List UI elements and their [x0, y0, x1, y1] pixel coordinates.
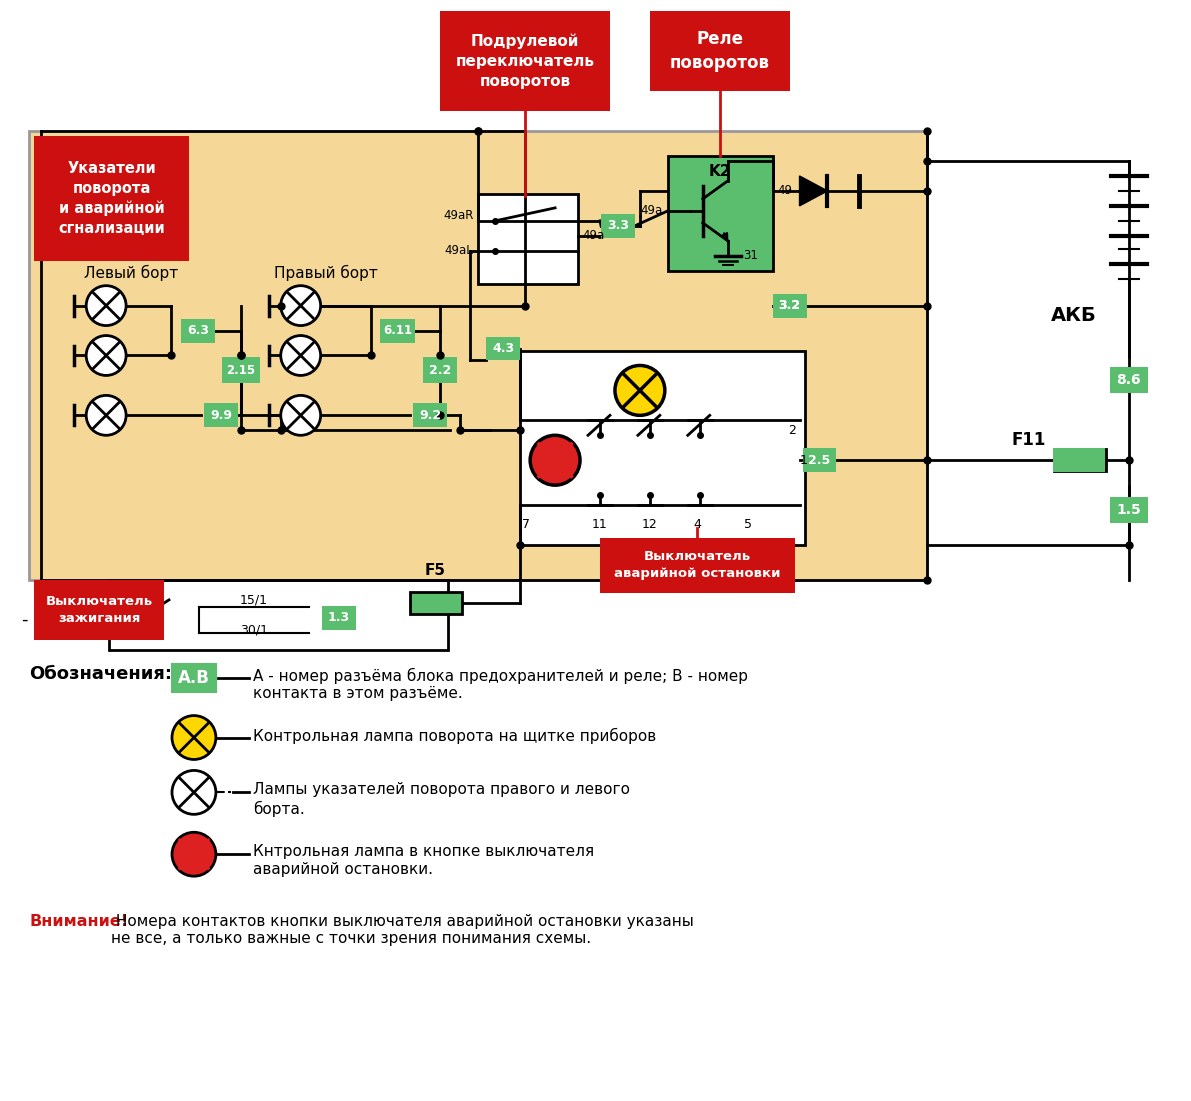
FancyBboxPatch shape [520, 350, 804, 545]
Text: 2: 2 [787, 424, 796, 437]
Text: 1.5: 1.5 [1116, 503, 1141, 517]
Text: 4.3: 4.3 [492, 342, 515, 355]
FancyBboxPatch shape [1053, 448, 1105, 472]
FancyBboxPatch shape [35, 580, 164, 640]
Text: борта.: борта. [252, 800, 305, 817]
FancyBboxPatch shape [773, 294, 806, 317]
FancyBboxPatch shape [30, 131, 928, 580]
Text: Выключатель
аварийной остановки: Выключатель аварийной остановки [615, 550, 780, 580]
Text: А - номер разъёма блока предохранителей и реле; В - номер: А - номер разъёма блока предохранителей … [252, 667, 748, 684]
Text: 7: 7 [522, 519, 530, 531]
Text: Левый борт: Левый борт [83, 264, 179, 281]
FancyBboxPatch shape [110, 580, 448, 650]
Text: аварийной остановки.: аварийной остановки. [252, 862, 432, 877]
Text: АКБ: АКБ [1050, 306, 1097, 325]
Text: 49aR: 49aR [443, 209, 473, 222]
FancyBboxPatch shape [650, 11, 790, 91]
FancyBboxPatch shape [668, 156, 773, 271]
FancyBboxPatch shape [600, 538, 794, 593]
Text: 2.2: 2.2 [429, 364, 451, 377]
FancyBboxPatch shape [773, 294, 806, 317]
Text: 4: 4 [694, 519, 701, 531]
Text: 6.3: 6.3 [187, 324, 208, 337]
Text: Внимание!: Внимание! [30, 914, 129, 929]
Text: 8.6: 8.6 [1116, 373, 1141, 388]
Text: Номера контактов кнопки выключателя аварийной остановки указаны
не все, а только: Номера контактов кнопки выключателя авар… [111, 914, 694, 947]
FancyBboxPatch shape [181, 318, 214, 342]
Circle shape [281, 395, 320, 435]
Text: Правый борт: Правый борт [274, 264, 378, 281]
Text: F11: F11 [1012, 432, 1046, 449]
FancyBboxPatch shape [601, 214, 635, 238]
Text: Подрулевой
переключатель
поворотов: Подрулевой переключатель поворотов [456, 34, 594, 89]
Circle shape [172, 716, 216, 760]
Circle shape [172, 771, 216, 815]
Text: Указатели
поворота
и аварийной
сгнализации: Указатели поворота и аварийной сгнализац… [58, 161, 166, 236]
Text: 2.5: 2.5 [809, 454, 830, 467]
Text: 3.2: 3.2 [779, 299, 800, 312]
FancyBboxPatch shape [1110, 368, 1148, 393]
Text: 1: 1 [799, 454, 807, 467]
Circle shape [86, 336, 126, 375]
Text: Кнтрольная лампа в кнопке выключателя: Кнтрольная лампа в кнопке выключателя [252, 844, 594, 859]
Text: Выключатель
зажигания: Выключатель зажигания [45, 595, 152, 625]
FancyBboxPatch shape [322, 606, 356, 630]
Circle shape [615, 366, 665, 415]
FancyBboxPatch shape [380, 318, 416, 342]
Text: Обозначения:: Обозначения: [30, 665, 173, 683]
Text: K2: K2 [709, 164, 731, 179]
Text: 30/1: 30/1 [239, 624, 268, 636]
Text: 11: 11 [592, 519, 607, 531]
Text: 9.9: 9.9 [210, 408, 232, 422]
Text: 2.15: 2.15 [226, 364, 255, 377]
Text: А.В: А.В [177, 668, 210, 687]
Text: 31: 31 [743, 249, 759, 262]
Text: контакта в этом разъёме.: контакта в этом разъёме. [252, 686, 462, 700]
FancyBboxPatch shape [424, 358, 457, 383]
Text: Лампы указателей поворота правого и левого: Лампы указателей поворота правого и лево… [252, 783, 630, 797]
Text: 9.2: 9.2 [419, 408, 442, 422]
FancyBboxPatch shape [204, 403, 238, 427]
FancyBboxPatch shape [1054, 449, 1105, 471]
Circle shape [86, 395, 126, 435]
Text: 49: 49 [778, 184, 792, 197]
Circle shape [281, 285, 320, 326]
Text: 6.11: 6.11 [382, 324, 412, 337]
FancyBboxPatch shape [172, 663, 217, 693]
FancyBboxPatch shape [1110, 498, 1148, 523]
FancyBboxPatch shape [413, 403, 448, 427]
Text: 49aL: 49aL [444, 244, 473, 258]
FancyBboxPatch shape [411, 592, 462, 614]
FancyBboxPatch shape [35, 137, 189, 261]
Circle shape [530, 435, 580, 486]
Text: -: - [21, 611, 27, 629]
Text: Реле
поворотов: Реле поворотов [669, 31, 769, 72]
Text: 12: 12 [642, 519, 657, 531]
Text: Контрольная лампа поворота на щитке приборов: Контрольная лампа поворота на щитке приб… [252, 728, 656, 743]
Text: 49a: 49a [641, 205, 663, 217]
Circle shape [86, 285, 126, 326]
FancyBboxPatch shape [479, 194, 578, 284]
Text: 5: 5 [743, 519, 752, 531]
Text: 3.2: 3.2 [779, 299, 800, 312]
Text: 49a: 49a [582, 229, 604, 242]
Text: 1.3: 1.3 [328, 611, 350, 624]
FancyBboxPatch shape [222, 358, 260, 383]
Polygon shape [799, 176, 828, 206]
FancyBboxPatch shape [803, 448, 836, 472]
FancyBboxPatch shape [441, 11, 610, 111]
Circle shape [172, 832, 216, 876]
Text: 3.3: 3.3 [607, 219, 629, 232]
Circle shape [281, 336, 320, 375]
Text: 15/1: 15/1 [239, 593, 268, 607]
FancyBboxPatch shape [486, 337, 520, 360]
Text: F5: F5 [425, 563, 445, 578]
